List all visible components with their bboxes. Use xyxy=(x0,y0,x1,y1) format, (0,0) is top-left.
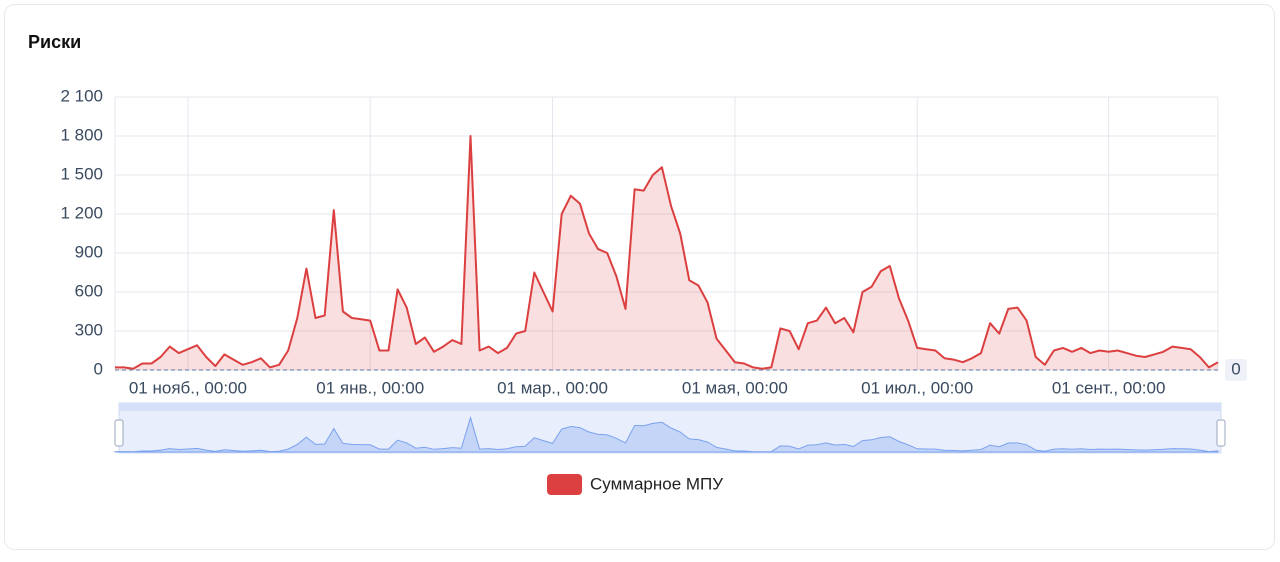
area-fill xyxy=(115,136,1218,370)
series-line xyxy=(115,135,1219,370)
slider-area xyxy=(114,415,1219,453)
y-tick-label: 1 200 xyxy=(60,203,103,222)
mark-line-label: 0 xyxy=(1231,359,1240,378)
x-tick-label: 01 сент., 00:00 xyxy=(1052,378,1166,397)
legend-label[interactable]: Суммарное МПУ xyxy=(590,474,723,493)
y-tick-label: 900 xyxy=(75,242,103,261)
x-tick-label: 01 июл., 00:00 xyxy=(861,378,973,397)
mark-line-label-bg xyxy=(1225,359,1247,381)
x-tick-label: 01 мар., 00:00 xyxy=(497,378,608,397)
legend-swatch[interactable] xyxy=(547,474,582,495)
chart-title: Риски xyxy=(28,32,81,52)
y-tick-label: 600 xyxy=(75,281,103,300)
x-tick-label: 01 нояб., 00:00 xyxy=(129,378,247,397)
y-tick-label: 300 xyxy=(75,320,103,339)
y-tick-label: 0 xyxy=(94,359,103,378)
x-tick-label: 01 мая, 00:00 xyxy=(682,378,788,397)
x-tick-label: 01 янв., 00:00 xyxy=(316,378,424,397)
slider-handle[interactable] xyxy=(114,419,124,447)
y-tick-label: 1 500 xyxy=(60,164,103,183)
slider-handle[interactable] xyxy=(1216,419,1226,447)
y-tick-label: 2 100 xyxy=(60,86,103,105)
y-tick-label: 1 800 xyxy=(60,125,103,144)
slider-top-bar xyxy=(119,403,1221,411)
